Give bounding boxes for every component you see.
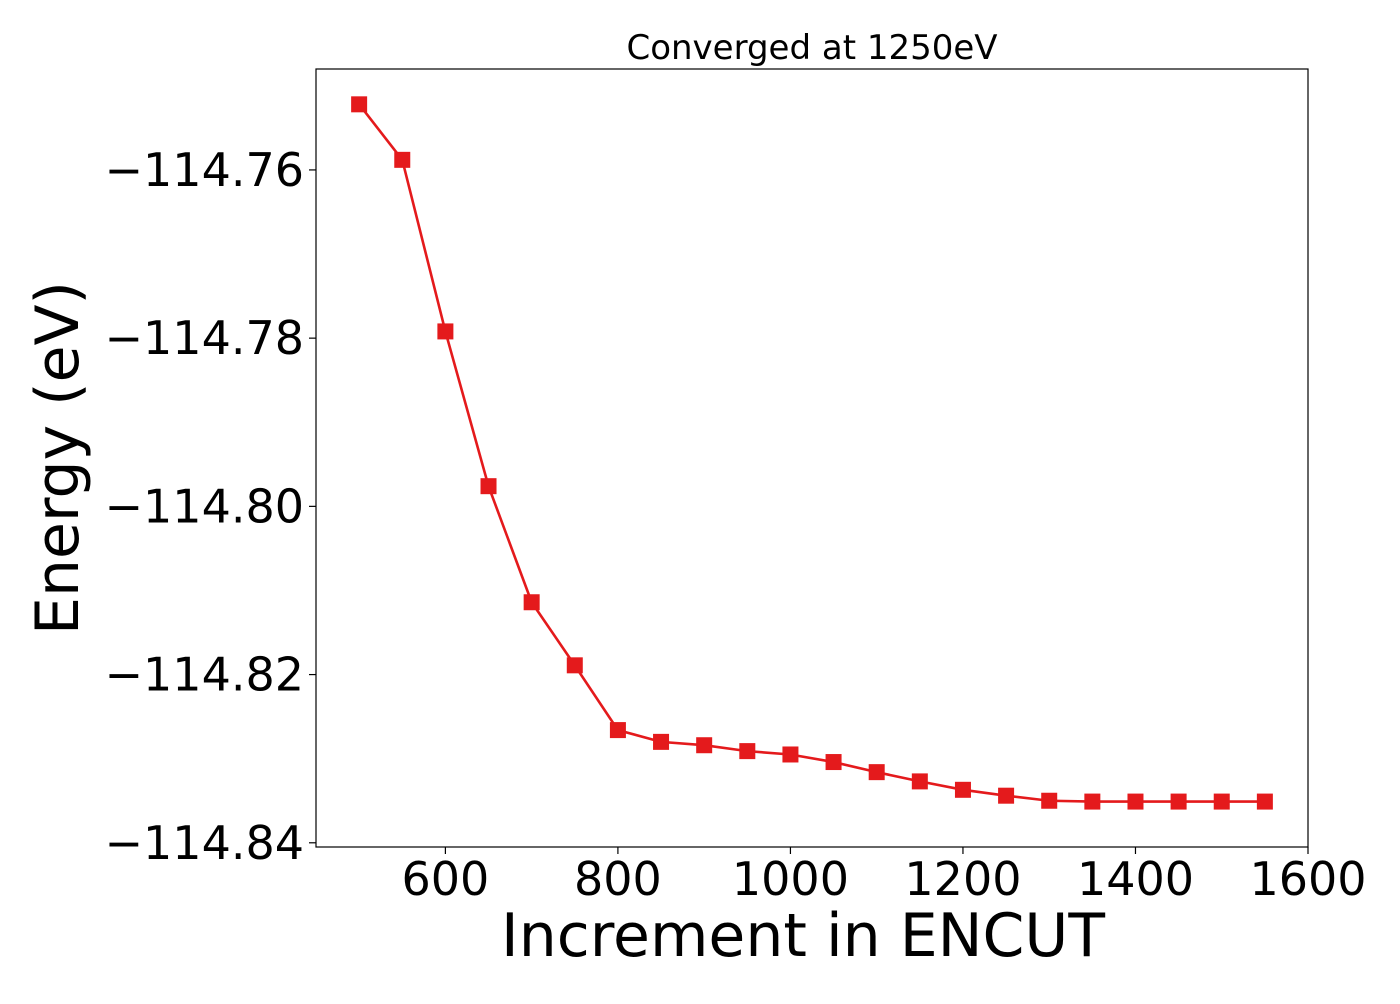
y-tick-label: −114.84 <box>105 816 305 870</box>
data-point-marker <box>825 754 842 771</box>
data-point-marker <box>480 478 497 495</box>
y-axis-title: Energy (eV) <box>23 281 93 635</box>
data-point-marker <box>1213 793 1230 810</box>
data-point-marker <box>394 151 411 168</box>
plot-frame <box>315 68 1309 848</box>
x-tick-label: 800 <box>574 852 662 906</box>
data-point-marker <box>954 781 971 798</box>
data-point-marker <box>609 722 626 739</box>
data-point-marker <box>437 323 454 340</box>
series-line <box>358 103 1265 803</box>
x-tick-label: 600 <box>401 852 489 906</box>
y-tick-label: −114.82 <box>105 648 305 702</box>
y-tick-label: −114.78 <box>105 311 305 365</box>
data-point-marker <box>1084 793 1101 810</box>
x-axis: 600 800 1000 1200 1400 1600 <box>401 847 1367 906</box>
plot-area <box>351 96 1273 810</box>
data-point-marker <box>1127 793 1144 810</box>
data-point-marker <box>911 773 928 790</box>
y-axis: −114.76 −114.78 −114.80 −114.82 −114.84 <box>105 143 316 870</box>
x-tick-label: 1400 <box>1077 852 1194 906</box>
data-point-marker <box>566 657 583 674</box>
data-point-marker <box>1170 793 1187 810</box>
x-tick-label: 1000 <box>732 852 849 906</box>
chart-title: Converged at 1250eV <box>626 28 997 68</box>
data-point-marker <box>782 746 799 763</box>
data-point-marker <box>739 743 756 760</box>
y-tick-label: −114.80 <box>105 479 305 533</box>
data-point-marker <box>1256 793 1273 810</box>
x-axis-title: Increment in ENCUT <box>501 901 1105 971</box>
data-point-marker <box>868 764 885 781</box>
data-point-marker <box>696 737 713 754</box>
x-tick-label: 1200 <box>904 852 1021 906</box>
data-point-marker <box>998 787 1015 804</box>
data-point-marker <box>653 733 670 750</box>
y-tick-label: −114.76 <box>105 143 305 197</box>
data-point-marker <box>1041 792 1058 809</box>
data-point-marker <box>523 594 540 611</box>
data-point-marker <box>351 96 368 113</box>
x-tick-label: 1600 <box>1249 852 1366 906</box>
